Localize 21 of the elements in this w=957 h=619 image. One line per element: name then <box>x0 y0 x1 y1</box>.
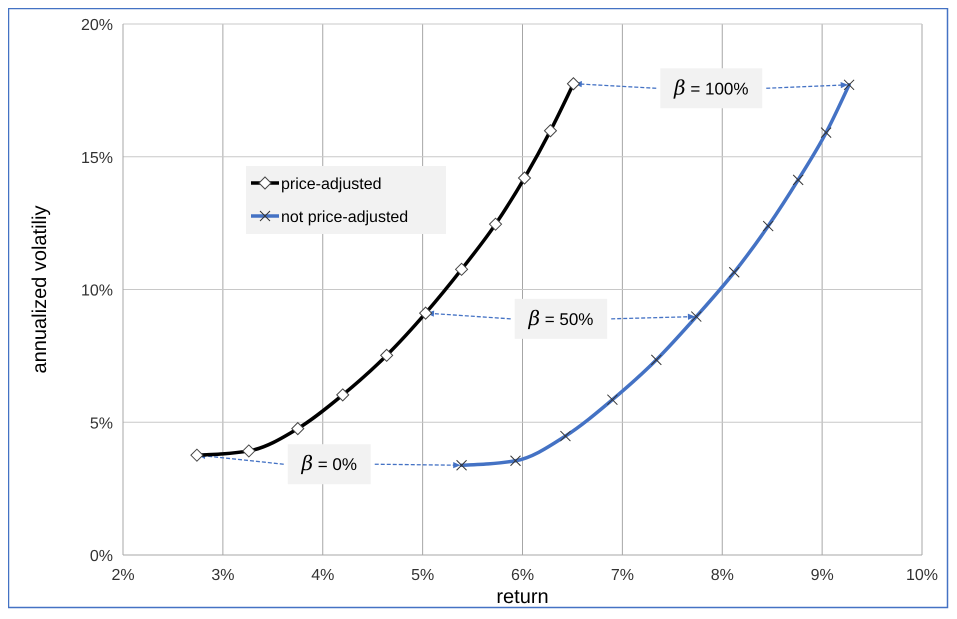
x-tick-label: 6% <box>510 567 534 584</box>
x-tick-label: 4% <box>311 567 334 584</box>
x-tick-label: 7% <box>610 567 634 584</box>
x-tick-label: 3% <box>211 567 234 584</box>
y-tick-label: 20% <box>80 17 113 34</box>
y-tick-label: 10% <box>80 282 113 300</box>
y-tick-label: 15% <box>80 150 113 167</box>
x-tick-label: 5% <box>411 567 434 584</box>
y-tick-label: 5% <box>90 415 113 432</box>
annotation: β = 100% <box>673 75 748 100</box>
annotation: β = 50% <box>527 306 594 330</box>
legend-label: price-adjusted <box>281 176 382 193</box>
x-tick-label: 10% <box>906 567 938 584</box>
x-axis-title: return <box>496 586 549 608</box>
x-tick-label: 8% <box>710 567 734 584</box>
x-tick-label: 9% <box>810 567 834 584</box>
legend-label: not price-adjusted <box>281 209 408 226</box>
y-axis-title: annualized volatiliy <box>29 206 51 374</box>
y-tick-label: 0% <box>90 548 113 565</box>
x-tick-label: 2% <box>111 567 135 584</box>
annotation: β = 0% <box>300 451 357 476</box>
